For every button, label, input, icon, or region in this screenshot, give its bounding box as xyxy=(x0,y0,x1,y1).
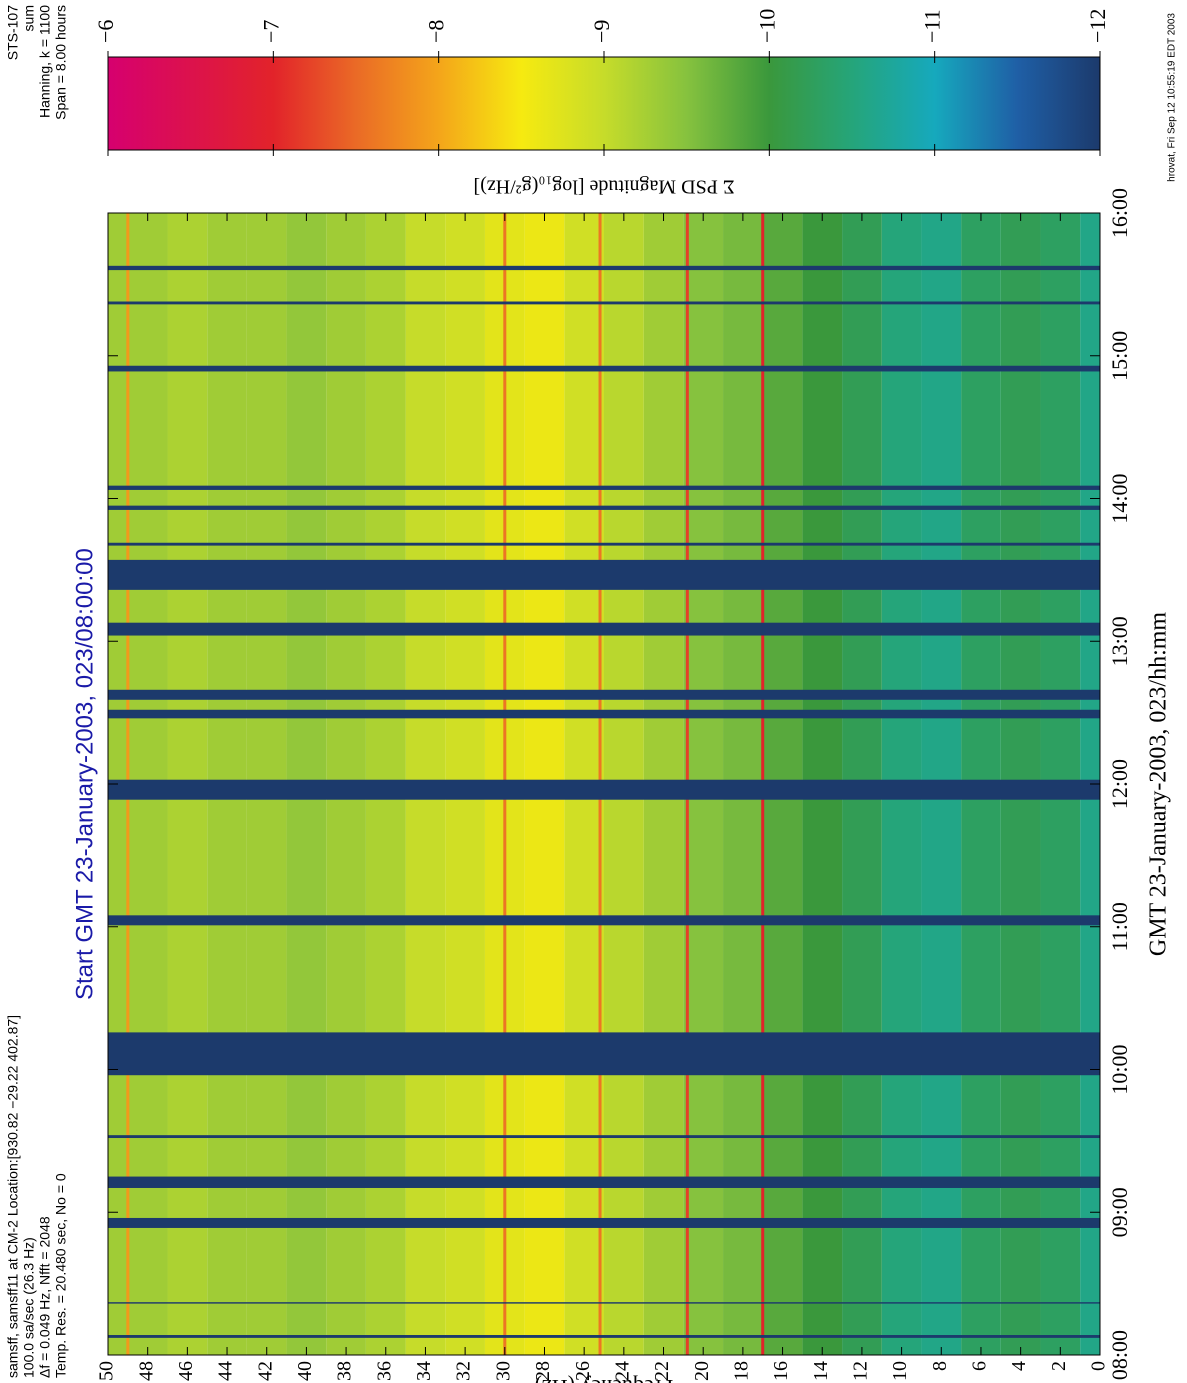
colorbar-tick-label: −8 xyxy=(424,20,449,43)
y-tick-label: 50 xyxy=(96,1361,118,1381)
header-right: Hanning, k = 1100 xyxy=(37,5,53,118)
y-tick-label: 18 xyxy=(730,1361,752,1381)
data-gap xyxy=(108,1217,1100,1228)
y-tick-label: 26 xyxy=(572,1361,594,1381)
x-tick-label: 14:00 xyxy=(1107,473,1132,523)
x-axis-label: GMT 23-January-2003, 023/hh:mm xyxy=(1146,612,1172,957)
colorbar xyxy=(107,56,1101,151)
colorbar-tick-label: −9 xyxy=(589,20,614,43)
y-tick-label: 2 xyxy=(1048,1361,1070,1371)
data-gap xyxy=(108,1335,1100,1338)
colorbar-tick-label: −6 xyxy=(93,20,118,43)
header-right: sum xyxy=(21,5,37,31)
y-tick-label: 14 xyxy=(810,1361,832,1381)
y-tick-label: 40 xyxy=(294,1361,316,1381)
data-gap xyxy=(108,505,1100,510)
colorbar-tick-label: −12 xyxy=(1085,9,1110,43)
x-tick-label: 13:00 xyxy=(1107,616,1132,666)
y-tick-label: 38 xyxy=(334,1361,356,1381)
header-right: STS-107 xyxy=(5,5,21,60)
info-line: Δf = 0.049 Hz, Nfft = 2048 xyxy=(37,1216,53,1378)
chart-title: Start GMT 23-January-2003, 023/08:00:00 xyxy=(71,548,98,1000)
data-gap xyxy=(108,709,1100,719)
info-line: samsff, samsff11 at CM-2 Location:[930.8… xyxy=(5,1015,21,1378)
info-line: Temp. Res. = 20.480 sec, No = 0 xyxy=(53,1173,69,1378)
data-gap xyxy=(108,559,1100,590)
y-tick-label: 10 xyxy=(889,1361,911,1381)
header-right: Span = 8.00 hours xyxy=(53,5,69,120)
y-tick-label: 22 xyxy=(651,1361,673,1381)
y-tick-label: 4 xyxy=(1008,1361,1030,1371)
x-tick-label: 12:00 xyxy=(1107,759,1132,809)
colorbar-label: Σ PSD Magnitude [log₁₀(g²/Hz)] xyxy=(474,175,735,197)
y-tick-label: 32 xyxy=(453,1361,475,1381)
y-tick-label: 44 xyxy=(215,1361,237,1381)
data-gap xyxy=(108,779,1100,800)
y-tick-label: 6 xyxy=(969,1361,991,1371)
data-gap xyxy=(108,301,1100,305)
y-tick-label: 42 xyxy=(254,1361,276,1381)
y-tick-label: 24 xyxy=(611,1361,633,1381)
data-gap xyxy=(108,689,1100,700)
y-tick-label: 30 xyxy=(492,1361,514,1381)
footer: hrovat, Fri Sep 12 10:55:19 EDT 2003 xyxy=(1167,13,1178,182)
colorbar-tick-label: −10 xyxy=(754,9,779,43)
data-gap xyxy=(108,542,1100,546)
x-tick-label: 16:00 xyxy=(1107,188,1132,238)
y-axis-label: Frequency (Hz) xyxy=(535,1375,674,1383)
data-gap xyxy=(108,622,1100,636)
y-tick-label: 34 xyxy=(413,1361,435,1381)
x-tick-label: 08:00 xyxy=(1107,1330,1132,1380)
y-tick-label: 36 xyxy=(373,1361,395,1381)
y-tick-label: 12 xyxy=(850,1361,872,1381)
colorbar-tick-label: −7 xyxy=(258,20,283,43)
data-gap xyxy=(108,1032,1100,1076)
y-tick-label: 8 xyxy=(929,1361,951,1371)
rotated-frame: samsff, samsff11 at CM-2 Location:[930.8… xyxy=(5,5,1178,1383)
y-tick-label: 16 xyxy=(770,1361,792,1381)
data-gap xyxy=(108,265,1100,271)
y-tick-label: 28 xyxy=(532,1361,554,1381)
colorbar-tick-label: −11 xyxy=(920,9,945,43)
data-gap xyxy=(108,1135,1100,1139)
x-tick-label: 11:00 xyxy=(1107,902,1132,951)
y-tick-label: 20 xyxy=(691,1361,713,1381)
y-tick-label: 46 xyxy=(175,1361,197,1381)
x-tick-label: 09:00 xyxy=(1107,1187,1132,1237)
y-tick-label: 48 xyxy=(135,1361,157,1381)
data-gap xyxy=(108,915,1100,926)
x-tick-label: 15:00 xyxy=(1107,331,1132,381)
data-gap xyxy=(108,1302,1100,1304)
y-tick-label: 0 xyxy=(1088,1361,1110,1371)
info-line: 100.0 sa/sec (26.3 Hz) xyxy=(21,1237,37,1378)
data-gap xyxy=(108,1176,1100,1188)
data-gap xyxy=(108,365,1100,372)
x-tick-label: 10:00 xyxy=(1107,1044,1132,1094)
data-gap xyxy=(108,485,1100,490)
